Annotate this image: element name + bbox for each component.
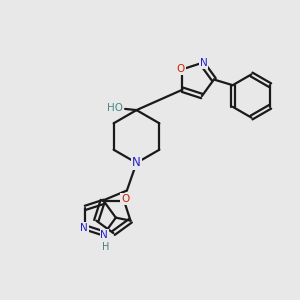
Text: HO: HO bbox=[107, 103, 123, 113]
Text: H: H bbox=[102, 242, 110, 252]
Text: N: N bbox=[80, 223, 88, 232]
Text: O: O bbox=[121, 194, 129, 204]
Text: N: N bbox=[100, 230, 108, 240]
Text: N: N bbox=[132, 156, 141, 170]
Text: O: O bbox=[177, 64, 185, 74]
Text: N: N bbox=[200, 58, 207, 68]
